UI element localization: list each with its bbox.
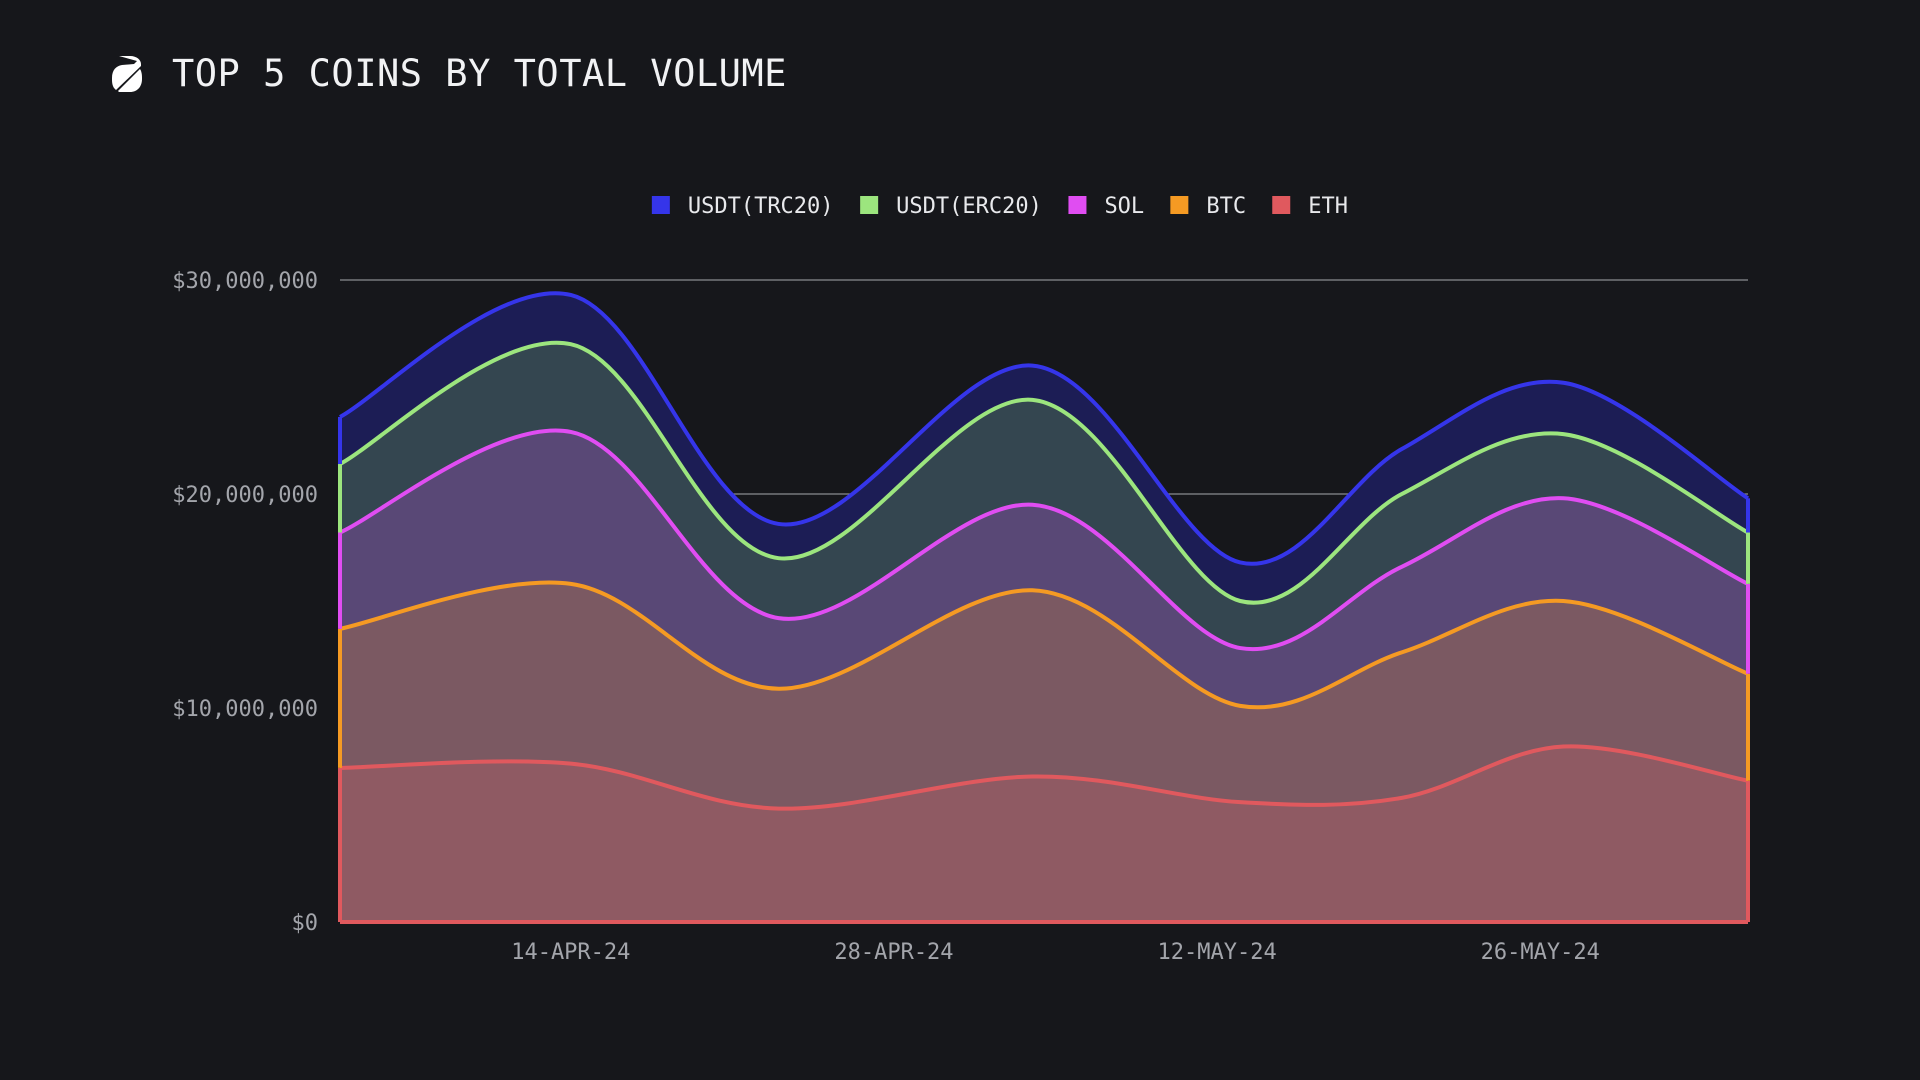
y-tick-label: $0: [292, 911, 319, 936]
y-tick-label: $20,000,000: [172, 483, 318, 508]
x-tick-label: 12-MAY-24: [1158, 940, 1277, 965]
legend-swatch: [1170, 196, 1189, 214]
legend-swatch: [651, 196, 670, 214]
area-sol: [340, 430, 1748, 708]
line-usdt-trc20-: [339, 291, 1750, 566]
legend-swatch: [1272, 196, 1291, 214]
area-usdt-trc20-: [340, 293, 1748, 603]
legend-label: BTC: [1206, 194, 1246, 219]
y-tick-label: $30,000,000: [172, 269, 318, 294]
legend-swatch: [860, 196, 879, 214]
line-usdt-erc20-: [339, 340, 1749, 605]
legend-label: SOL: [1104, 194, 1144, 219]
legend-label: ETH: [1308, 194, 1348, 219]
legend-swatch: [1068, 196, 1087, 214]
legend-label: USDT(ERC20): [896, 194, 1042, 219]
area-btc: [340, 582, 1748, 809]
chart-header: TOP 5 COINS BY TOTAL VOLUME: [110, 52, 787, 95]
chart-title: TOP 5 COINS BY TOTAL VOLUME: [172, 52, 787, 95]
legend-label: USDT(TRC20): [688, 194, 834, 219]
logo-s-icon: [112, 55, 142, 92]
x-tick-label: 26-MAY-24: [1481, 940, 1600, 965]
x-tick-label: 14-APR-24: [511, 940, 630, 965]
line-eth: [339, 744, 1749, 811]
line-btc: [339, 580, 1749, 710]
y-tick-label: $10,000,000: [172, 697, 318, 722]
line-sol: [339, 428, 1749, 652]
area-usdt-erc20-: [340, 342, 1748, 650]
area-eth: [340, 746, 1748, 922]
x-tick-label: 28-APR-24: [834, 940, 953, 965]
